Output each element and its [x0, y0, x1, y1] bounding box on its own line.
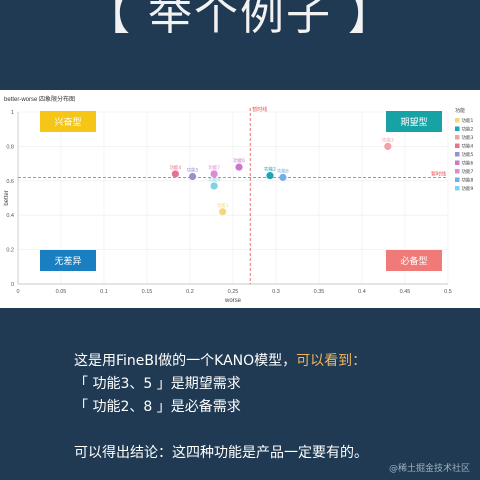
data-point: [384, 142, 392, 150]
description-line-1: 这是用FineBI做的一个KANO模型，可以看到：: [74, 350, 368, 373]
x-tick-label: 0.3: [272, 289, 280, 295]
quadrant-label: 兴奋型: [54, 116, 81, 128]
x-tick-label: 0.35: [314, 289, 325, 295]
x-tick-label: 0.25: [228, 289, 239, 295]
y-tick-label: 0: [11, 282, 14, 288]
legend-label: 功能1: [462, 117, 474, 124]
legend-swatch: [455, 135, 460, 140]
legend-swatch: [455, 126, 460, 131]
legend-label: 功能2: [462, 126, 474, 133]
data-point: [235, 163, 243, 171]
y-tick-label: 0.2: [6, 248, 14, 254]
description: 这是用FineBI做的一个KANO模型，可以看到： 「 功能3、5 」是期望需求…: [74, 350, 368, 465]
description-spacer: [74, 419, 368, 442]
data-point: [210, 170, 218, 178]
legend-swatch: [455, 160, 460, 165]
data-point: [171, 170, 179, 178]
y-tick-label: 0.6: [6, 179, 14, 185]
legend-swatch: [455, 177, 460, 182]
vertical-reference-label: 暂时线: [252, 106, 267, 113]
x-tick-label: 0.5: [444, 289, 452, 295]
data-point-label: 功能5: [187, 167, 199, 174]
legend-label: 功能7: [462, 168, 474, 175]
x-tick-label: 0: [16, 289, 19, 295]
data-point: [279, 173, 287, 181]
watermark: @稀土掘金技术社区: [388, 464, 470, 474]
legend-title: 功能: [455, 107, 465, 114]
horizontal-reference-label: 暂时线: [431, 170, 446, 177]
description-line-4: 可以得出结论：这四种功能是产品一定要有的。: [74, 445, 368, 461]
x-tick-label: 0.45: [400, 289, 411, 295]
y-tick-label: 0.4: [6, 213, 14, 219]
headline: 【 举个例子 】: [86, 0, 394, 40]
legend-swatch: [455, 169, 460, 174]
legend-swatch: [455, 152, 460, 157]
x-axis-label: worse: [224, 298, 242, 304]
description-line-1-main: 这是用FineBI做的一个KANO模型，: [74, 353, 297, 369]
data-point-label: 功能4: [169, 164, 181, 171]
description-line-2: 「 功能3、5 」是期望需求: [74, 376, 241, 392]
legend-label: 功能6: [462, 160, 474, 167]
data-point: [210, 182, 218, 190]
data-point: [188, 172, 197, 181]
legend-swatch: [455, 186, 460, 191]
y-axis-label: better: [4, 190, 10, 205]
legend-swatch: [455, 143, 460, 148]
legend-label: 功能8: [462, 177, 474, 184]
data-point-label: 功能6: [233, 157, 245, 164]
quadrant-label: 必备型: [400, 255, 427, 267]
quadrant-label-box: [386, 111, 442, 132]
chart-title: better-worse 四象限分布图: [4, 97, 76, 103]
description-line-3: 「 功能2、8 」是必备需求: [74, 399, 241, 415]
legend-label: 功能5: [462, 151, 474, 158]
legend-label: 功能9: [462, 185, 474, 192]
legend-label: 功能3: [462, 134, 474, 141]
data-point-label: 功能9: [208, 176, 220, 183]
scatter-chart: 0 0.05 0.1 0.15 0.2 0.25 0.3 0.35 0.4 0.45 0.5 0 0.2…: [4, 106, 474, 304]
x-tick-label: 0.1: [100, 289, 108, 295]
x-tick-label: 0.4: [358, 289, 366, 295]
data-point-label: 功能1: [217, 202, 229, 209]
data-point-label: 功能7: [208, 164, 220, 171]
description-line-1-highlight: 可以看到：: [296, 353, 367, 369]
y-tick-label: 1: [11, 110, 14, 116]
data-point-label: 功能8: [277, 167, 289, 174]
legend-label: 功能4: [462, 143, 474, 150]
x-tick-label: 0.2: [186, 289, 194, 295]
quadrant-label: 期望型: [400, 116, 427, 128]
chart-panel: better-worse 四象限分布图 0 0.05 0.1 0.15 0.2 0.25 0…: [0, 90, 480, 308]
data-point-label: 功能2: [264, 166, 276, 173]
legend-swatch: [455, 118, 460, 123]
x-tick-label: 0.15: [142, 289, 153, 295]
x-tick-label: 0.05: [56, 289, 67, 295]
data-point-label: 功能3: [382, 136, 394, 143]
quadrant-label-box: [386, 250, 442, 271]
quadrant-label-box: [40, 250, 96, 271]
data-point: [219, 208, 227, 216]
y-tick-label: 0.8: [6, 144, 14, 150]
quadrant-label: 无差异: [54, 255, 81, 267]
data-point: [266, 172, 274, 180]
quadrant-label-box: [40, 111, 96, 132]
